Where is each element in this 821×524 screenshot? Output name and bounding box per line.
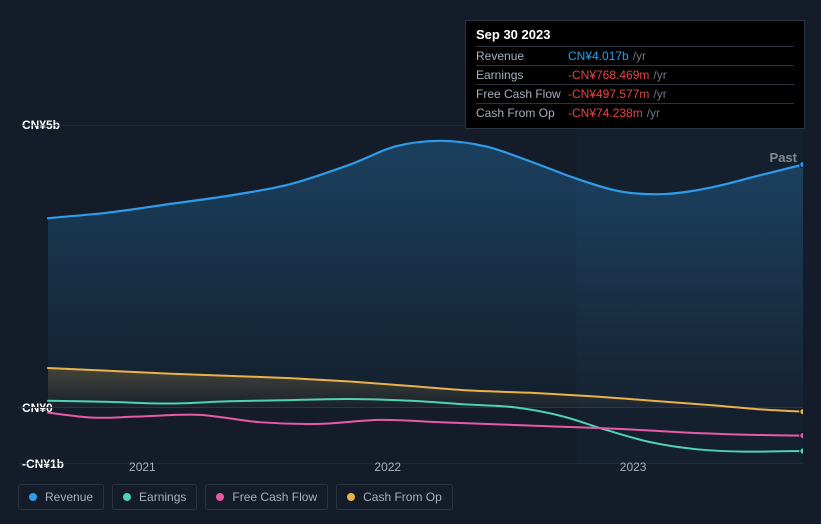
tooltip-row: Free Cash Flow-CN¥497.577m/yr	[476, 84, 794, 103]
x-axis-tick-label: 2023	[620, 460, 647, 474]
chart-tooltip: Sep 30 2023RevenueCN¥4.017b/yrEarnings-C…	[465, 20, 805, 129]
x-axis-tick-label: 2022	[374, 460, 401, 474]
legend-dot-icon	[29, 493, 37, 501]
legend-dot-icon	[347, 493, 355, 501]
tooltip-row-suffix: /yr	[653, 87, 666, 101]
tooltip-row: RevenueCN¥4.017b/yr	[476, 46, 794, 65]
chart-area[interactable]	[18, 125, 803, 464]
tooltip-row-label: Free Cash Flow	[476, 87, 568, 101]
tooltip-row-value: -CN¥768.469m	[568, 68, 649, 82]
series-end-marker-earnings	[800, 448, 803, 454]
tooltip-row-label: Cash From Op	[476, 106, 568, 120]
tooltip-row-suffix: /yr	[647, 106, 660, 120]
legend-dot-icon	[123, 493, 131, 501]
tooltip-title: Sep 30 2023	[476, 27, 794, 46]
tooltip-row: Earnings-CN¥768.469m/yr	[476, 65, 794, 84]
legend-item-label: Free Cash Flow	[232, 490, 317, 504]
series-end-marker-cash_from_op	[800, 408, 803, 414]
legend-item-label: Revenue	[45, 490, 93, 504]
series-end-marker-free_cash_flow	[800, 432, 803, 438]
line-chart-svg	[18, 125, 803, 464]
tooltip-row-label: Earnings	[476, 68, 568, 82]
legend-item-earnings[interactable]: Earnings	[112, 484, 197, 510]
legend-item-cash_from_op[interactable]: Cash From Op	[336, 484, 453, 510]
x-axis-tick-label: 2021	[129, 460, 156, 474]
tooltip-row-value: -CN¥497.577m	[568, 87, 649, 101]
tooltip-row-value: CN¥4.017b	[568, 49, 629, 63]
tooltip-row-label: Revenue	[476, 49, 568, 63]
x-axis-labels: 2021 2022 2023	[18, 460, 803, 476]
tooltip-row-suffix: /yr	[653, 68, 666, 82]
tooltip-row: Cash From Op-CN¥74.238m/yr	[476, 103, 794, 122]
chart-legend: Revenue Earnings Free Cash Flow Cash From O…	[18, 484, 453, 510]
legend-item-label: Cash From Op	[363, 490, 442, 504]
legend-item-label: Earnings	[139, 490, 186, 504]
tooltip-row-value: -CN¥74.238m	[568, 106, 643, 120]
legend-item-revenue[interactable]: Revenue	[18, 484, 104, 510]
legend-dot-icon	[216, 493, 224, 501]
series-end-marker-revenue	[800, 161, 803, 167]
tooltip-row-suffix: /yr	[633, 49, 646, 63]
legend-item-free_cash_flow[interactable]: Free Cash Flow	[205, 484, 328, 510]
